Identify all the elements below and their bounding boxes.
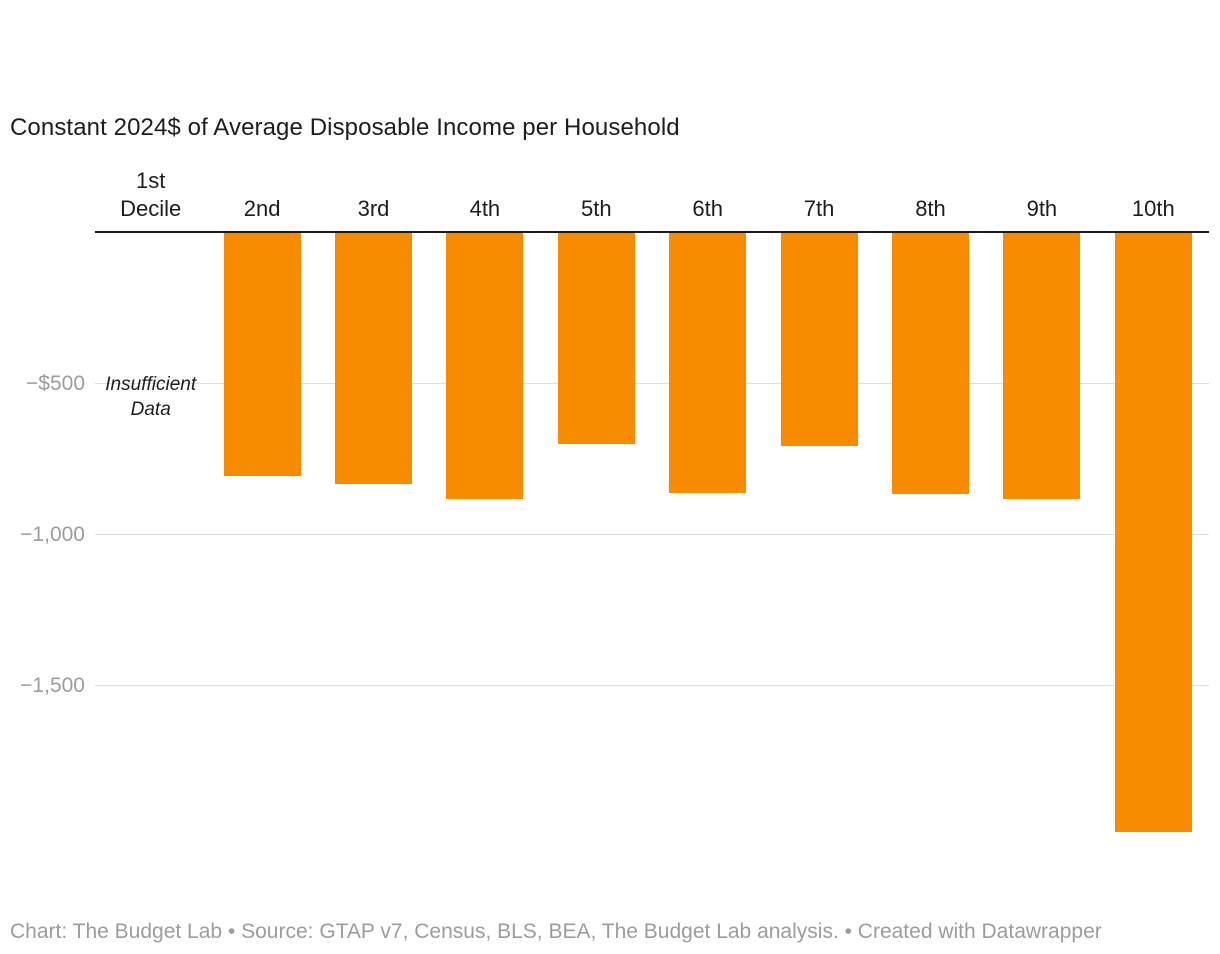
gridline xyxy=(95,383,1209,384)
bar[interactable] xyxy=(335,233,412,484)
column-label: 7th xyxy=(803,196,835,221)
column-label: 1st Decile xyxy=(120,168,182,221)
bar[interactable] xyxy=(446,233,524,499)
column-label: 5th xyxy=(580,196,612,221)
bar[interactable] xyxy=(780,233,858,446)
bar[interactable] xyxy=(669,233,747,493)
chart-title: Constant 2024$ of Average Disposable Inc… xyxy=(10,114,680,141)
y-tick-label: −1,000 xyxy=(20,522,85,546)
chart-footer: Chart: The Budget Lab • Source: GTAP v7,… xyxy=(10,920,1102,943)
insufficient-data-annotation: Insufficient Data xyxy=(105,374,197,420)
column-label: 6th xyxy=(692,196,723,221)
bar[interactable] xyxy=(892,233,969,495)
gridline xyxy=(95,685,1209,686)
gridline xyxy=(95,534,1209,535)
column-label: 2nd xyxy=(243,196,281,221)
bar[interactable] xyxy=(1003,233,1081,499)
column-label: 9th xyxy=(1026,196,1058,221)
x-axis-line xyxy=(95,231,1209,233)
y-tick-label: −$500 xyxy=(26,371,85,395)
y-tick-label: −1,500 xyxy=(20,673,85,697)
bar[interactable] xyxy=(223,233,301,477)
column-label: 10th xyxy=(1131,196,1175,221)
column-label: 3rd xyxy=(357,196,390,221)
bar[interactable] xyxy=(557,233,635,445)
column-label: 4th xyxy=(469,196,501,221)
column-label: 8th xyxy=(915,196,946,221)
bar[interactable] xyxy=(1114,233,1192,833)
